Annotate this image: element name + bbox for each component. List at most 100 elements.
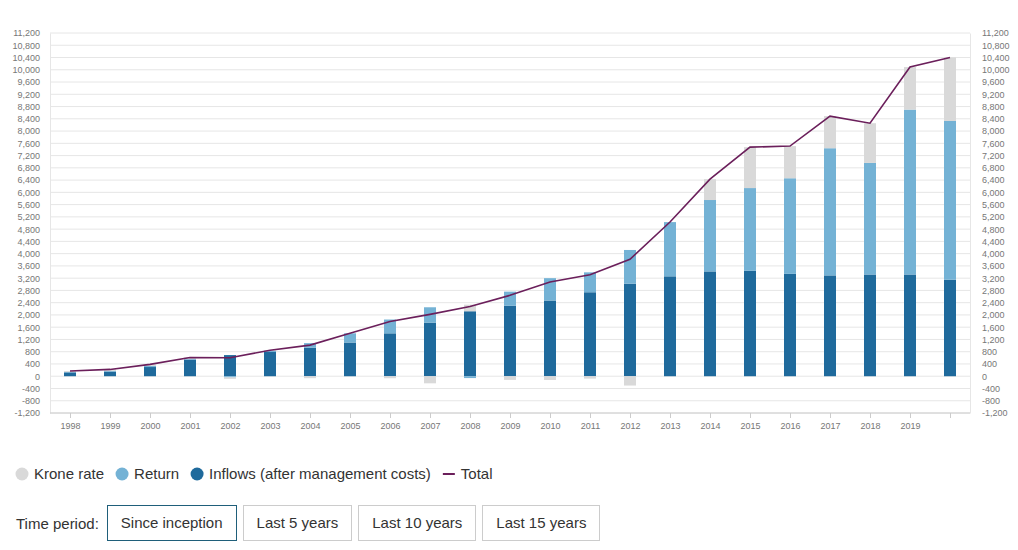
- grid-line: [50, 82, 970, 83]
- tick-label: 0: [982, 372, 987, 382]
- tick-label: 8,000: [982, 126, 1005, 136]
- bar: [664, 276, 676, 376]
- tick: 2001: [180, 413, 200, 431]
- tick-label: 800: [982, 347, 997, 357]
- tick-label: 1999: [100, 421, 120, 431]
- tick: 4,000: [17, 249, 50, 259]
- tick-label: 3,200: [982, 274, 1005, 284]
- tick: 2006: [380, 413, 400, 431]
- tick-label: 6,000: [17, 188, 40, 198]
- tick: 10,000: [12, 65, 50, 75]
- tick-label: 4,800: [17, 225, 40, 235]
- tick: 4,400: [970, 237, 1005, 247]
- tick-mark: [70, 413, 71, 418]
- grid-line: [50, 388, 970, 389]
- tick: 2017: [820, 413, 840, 431]
- grid-line: [50, 69, 970, 70]
- tick-label: 4,800: [982, 225, 1005, 235]
- tick-label: 8,000: [17, 126, 40, 136]
- bar: [784, 146, 796, 178]
- tick: 2019: [900, 413, 920, 431]
- tick-label: 2016: [780, 421, 800, 431]
- legend-item: Total: [443, 465, 493, 482]
- tick: 2008: [460, 413, 480, 431]
- marks: [64, 58, 956, 386]
- bar: [944, 280, 956, 377]
- tick: 8,400: [17, 114, 50, 124]
- tick: 2,000: [17, 310, 50, 320]
- tick: 400: [25, 359, 50, 369]
- bar: [584, 292, 596, 376]
- tick: 6,000: [970, 188, 1005, 198]
- tick: 6,800: [970, 163, 1005, 173]
- tick: 6,400: [970, 175, 1005, 185]
- tick-label: 9,600: [17, 77, 40, 87]
- tick: 8,800: [17, 102, 50, 112]
- tick-label: 2019: [900, 421, 920, 431]
- tick: 2012: [620, 413, 640, 431]
- bar: [504, 376, 516, 380]
- tick: 1,200: [970, 335, 1005, 345]
- tick-mark: [750, 413, 751, 418]
- tick-label: 8,800: [17, 102, 40, 112]
- tick-label: 1,200: [982, 335, 1005, 345]
- tick-label: 2006: [380, 421, 400, 431]
- tick-label: 2000: [140, 421, 160, 431]
- bar: [584, 376, 596, 378]
- controls-label: Time period:: [16, 515, 99, 532]
- tick-label: 2009: [500, 421, 520, 431]
- tick: 4,000: [970, 249, 1005, 259]
- period-button[interactable]: Since inception: [107, 505, 237, 541]
- bar: [664, 222, 676, 276]
- legend-swatch: [16, 468, 29, 481]
- bar: [704, 179, 716, 200]
- tick-label: 2017: [820, 421, 840, 431]
- tick: 10,000: [970, 65, 1010, 75]
- tick: 2,400: [17, 298, 50, 308]
- tick: 4,400: [17, 237, 50, 247]
- tick: -1,200: [970, 408, 1008, 418]
- bar: [944, 58, 956, 121]
- bar: [424, 323, 436, 377]
- legend-label: Krone rate: [34, 465, 104, 482]
- total-line: [70, 58, 950, 372]
- tick-mark: [230, 413, 231, 418]
- bar: [744, 147, 756, 188]
- tick: 1,600: [970, 323, 1005, 333]
- y-axis-right: -1,200-800-40004008001,2001,6002,0002,40…: [970, 28, 1010, 418]
- tick: 7,200: [970, 151, 1005, 161]
- period-button[interactable]: Last 5 years: [243, 505, 353, 541]
- bar: [344, 343, 356, 377]
- tick-label: 2002: [220, 421, 240, 431]
- tick: 2016: [780, 413, 800, 431]
- tick: 2,000: [970, 310, 1005, 320]
- bar: [824, 148, 836, 275]
- period-button[interactable]: Last 15 years: [482, 505, 600, 541]
- tick-label: 2010: [540, 421, 560, 431]
- axis-line: [50, 34, 51, 414]
- legend-swatch: [191, 468, 204, 481]
- period-button[interactable]: Last 10 years: [358, 505, 476, 541]
- tick-label: 9,600: [982, 77, 1005, 87]
- tick: 3,200: [17, 274, 50, 284]
- tick-label: 1,600: [982, 323, 1005, 333]
- tick-mark: [390, 413, 391, 418]
- tick-mark: [310, 413, 311, 418]
- bar: [64, 371, 76, 372]
- tick-label: 5,200: [17, 212, 40, 222]
- tick: 10,800: [970, 41, 1010, 51]
- tick: 3,600: [17, 261, 50, 271]
- tick-label: 10,400: [12, 53, 40, 63]
- tick-mark: [150, 413, 151, 418]
- tick: 3,600: [970, 261, 1005, 271]
- tick-label: 2007: [420, 421, 440, 431]
- tick: 400: [970, 359, 997, 369]
- tick-mark: [790, 413, 791, 418]
- bar: [464, 376, 476, 378]
- tick: 2,800: [970, 286, 1005, 296]
- tick: -1,200: [14, 408, 50, 418]
- bar: [744, 271, 756, 376]
- bar: [864, 274, 876, 376]
- tick: 5,200: [17, 212, 50, 222]
- tick: 2011: [581, 413, 600, 431]
